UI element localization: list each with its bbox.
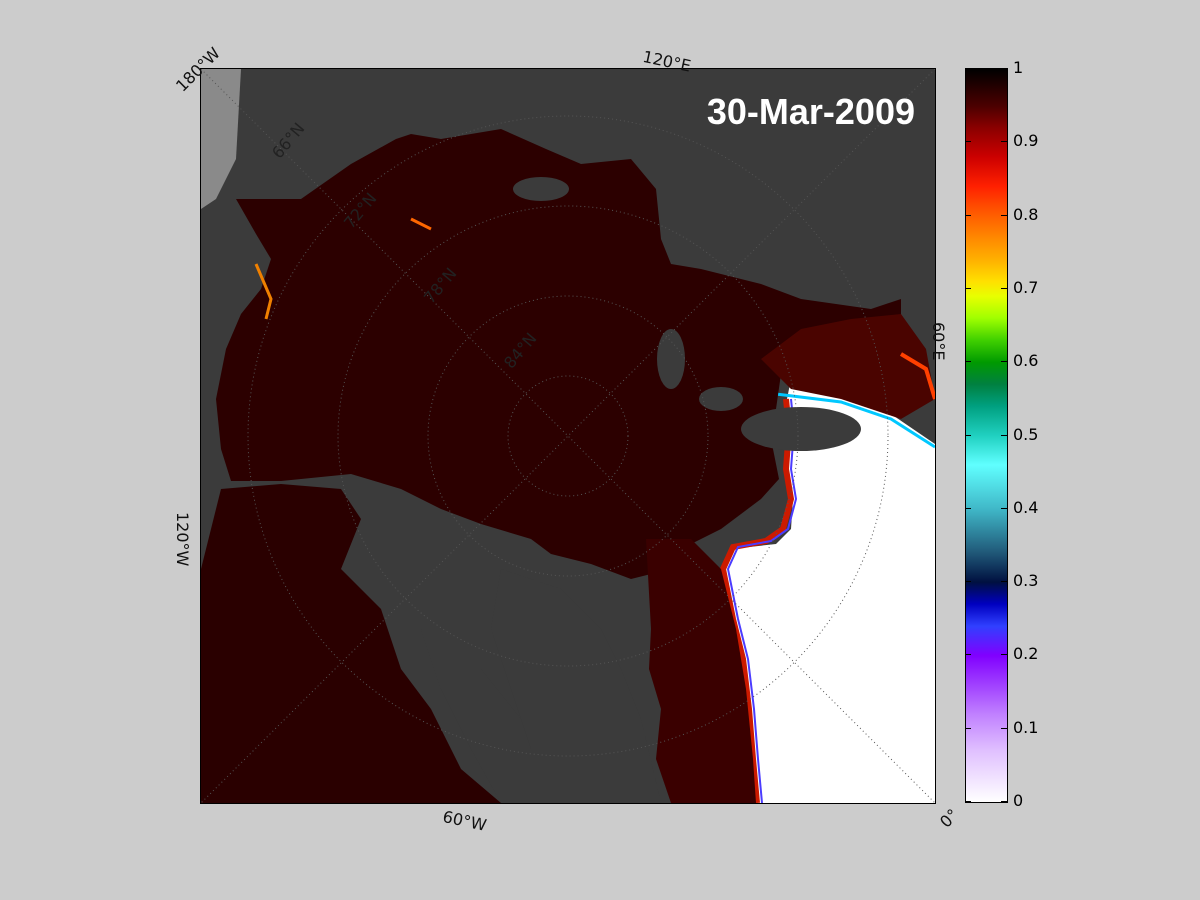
colorbar-tick-mark-left xyxy=(965,287,971,289)
colorbar-tick-label: 1 xyxy=(1013,58,1024,77)
colorbar-tick-label: 0.7 xyxy=(1013,277,1039,297)
colorbar-tick-mark-right xyxy=(1001,581,1007,583)
label-120w: 120°W xyxy=(173,512,192,567)
colorbar-tick-mark-right xyxy=(1001,68,1007,69)
label-0: 0° xyxy=(936,805,963,832)
map-canvas xyxy=(201,69,935,803)
pack-ice-archipelago xyxy=(201,484,501,803)
colorbar-tick-label: 0.5 xyxy=(1013,424,1039,444)
land-greenland-west xyxy=(421,629,541,803)
colorbar-tick-label: 0.8 xyxy=(1013,204,1039,224)
colorbar-tick-label: 0.4 xyxy=(1013,497,1039,517)
colorbar-tick-mark-left xyxy=(965,68,971,69)
colorbar-tick-mark-right xyxy=(1001,214,1007,216)
colorbar-tick-mark-right xyxy=(1001,141,1007,143)
graticule xyxy=(201,69,935,803)
ice-edge-line-east xyxy=(719,398,795,803)
colorbar-tick-mark-right xyxy=(1001,654,1007,656)
island-novaya-zemlya xyxy=(741,407,861,451)
colorbar-tick-mark-left xyxy=(965,727,971,729)
label-60w: 60°W xyxy=(441,807,489,835)
sea-ice-concentration-map: 30-Mar-2009 xyxy=(200,68,936,804)
colorbar-tick-mark-left xyxy=(965,434,971,436)
colorbar-tick-mark-right xyxy=(1001,801,1007,802)
open-water-region xyxy=(721,379,935,803)
pack-ice-greenland-sea xyxy=(646,539,756,803)
colorbar-tick-mark-right xyxy=(1001,507,1007,509)
island-2 xyxy=(657,329,685,389)
colorbar-tick-mark-right xyxy=(1001,287,1007,289)
pack-ice-central xyxy=(216,129,901,579)
island-svalbard xyxy=(699,387,743,411)
land-greenland xyxy=(491,569,661,803)
colorbar-tick-mark-left xyxy=(965,654,971,656)
date-label: 30-Mar-2009 xyxy=(706,91,915,132)
colorbar-tick-mark-right xyxy=(1001,361,1007,363)
colorbar-tick-mark-left xyxy=(965,214,971,216)
ice-edge-line-north xyxy=(775,392,935,449)
colorbar-tick-mark-left xyxy=(965,801,971,802)
colorbar-tick-label: 0.3 xyxy=(1013,571,1039,591)
colorbar-tick-label: 0 xyxy=(1013,791,1024,810)
colorbar-tick-mark-right xyxy=(1001,727,1007,729)
colorbar-tick-label: 0.1 xyxy=(1013,717,1039,737)
edge-highlight-3 xyxy=(410,217,432,231)
land-light-region xyxy=(201,69,241,209)
colorbar-tick-label: 0.9 xyxy=(1013,131,1039,151)
edge-highlight-1 xyxy=(254,263,273,320)
colorbar-tick-label: 0.6 xyxy=(1013,351,1039,371)
colorbar-tick-mark-left xyxy=(965,507,971,509)
colorbar-tick-mark-left xyxy=(965,361,971,363)
ice-edge-line-east-inner xyxy=(726,398,798,803)
colorbar-tick-label: 0.2 xyxy=(1013,644,1039,664)
colorbar-tick-mark-right xyxy=(1001,434,1007,436)
colorbar-tick-mark-left xyxy=(965,141,971,143)
edge-highlight-2 xyxy=(899,352,935,400)
label-60e: 60°E xyxy=(929,322,948,361)
colorbar-tick-mark-left xyxy=(965,581,971,583)
pack-ice-barents xyxy=(761,314,935,419)
island-1 xyxy=(513,177,569,201)
colorbar xyxy=(965,68,1008,803)
